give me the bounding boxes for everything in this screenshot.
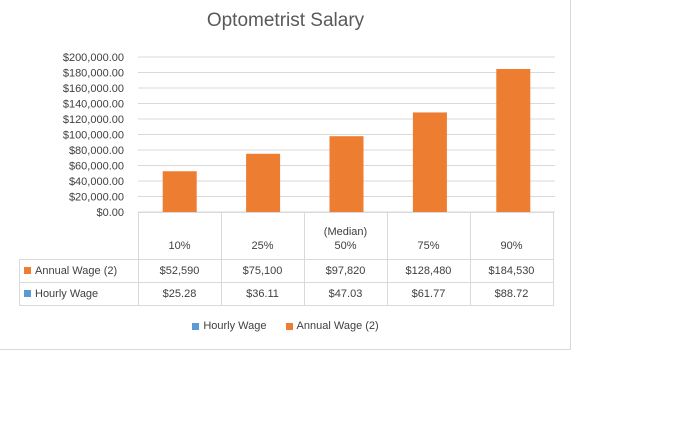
series-name: Annual Wage (2) [35, 264, 118, 277]
series-name: Hourly Wage [35, 287, 99, 300]
table-cell: $61.77 [386, 281, 471, 306]
y-tick-label: $60,000.00 [69, 161, 124, 173]
category-cell: 25% [220, 212, 305, 260]
legend: Hourly Wage Annual Wage (2) [0, 320, 571, 332]
category-row: 10% 25% (Median) 50% 75% 90% [19, 212, 554, 260]
category-cell: (Median) 50% [303, 212, 388, 260]
y-tick-label: $120,000.00 [63, 114, 124, 126]
category-cell: 10% [137, 212, 222, 260]
legend-label: Annual Wage (2) [296, 320, 379, 332]
table-row: Annual Wage (2) $52,590 $75,100 $97,820 … [19, 258, 554, 283]
y-tick-label: $180,000.00 [63, 68, 124, 80]
legend-item: Annual Wage (2) [285, 320, 379, 332]
table-cell: $184,530 [469, 258, 554, 283]
bar [162, 171, 197, 212]
bar [496, 68, 531, 212]
y-tick-label: $100,000.00 [63, 130, 124, 142]
legend-label: Hourly Wage [203, 320, 267, 332]
series-swatch [24, 290, 31, 298]
y-tick-label: $200,000.00 [63, 52, 124, 64]
category-label: 75% [417, 239, 440, 252]
table-cell: $88.72 [469, 281, 554, 306]
table-corner [19, 212, 139, 260]
category-cell: 75% [386, 212, 471, 260]
y-tick-label: $140,000.00 [63, 99, 124, 111]
y-tick-label: $40,000.00 [69, 176, 124, 188]
legend-swatch [285, 322, 293, 330]
category-label: 50% [334, 239, 357, 252]
y-tick-label: $160,000.00 [63, 83, 124, 95]
category-cell: 90% [469, 212, 554, 260]
table-cell: $52,590 [137, 258, 222, 283]
series-swatch [24, 267, 31, 275]
category-label: 90% [500, 239, 523, 252]
category-label: 25% [251, 239, 274, 252]
data-table: 10% 25% (Median) 50% 75% 90% Annual Wage… [19, 212, 554, 306]
legend-item: Hourly Wage [192, 320, 266, 332]
chart-title: Optometrist Salary [206, 10, 365, 31]
plot-area: $0.00$20,000.00$40,000.00$60,000.00$80,0… [63, 52, 555, 219]
table-cell: $25.28 [137, 281, 222, 306]
category-label: 10% [168, 239, 191, 252]
y-tick-label: $80,000.00 [69, 145, 124, 157]
table-cell: $128,480 [386, 258, 471, 283]
y-tick-label: $20,000.00 [69, 192, 124, 204]
bar [246, 153, 281, 212]
table-cell: $36.11 [220, 281, 305, 306]
chart-area: Optometrist Salary $0.00 $20,000.00 $40,00… [0, 0, 571, 350]
table-cell: $75,100 [220, 258, 305, 283]
table-row: Hourly Wage $25.28 $36.11 $47.03 $61.77 … [19, 281, 554, 306]
bar [412, 112, 447, 212]
table-cell: $97,820 [303, 258, 388, 283]
series-row-header: Hourly Wage [19, 281, 139, 306]
bar [329, 136, 364, 212]
legend-swatch [192, 322, 200, 330]
category-note: (Median) [323, 225, 368, 238]
series-row-header: Annual Wage (2) [19, 258, 139, 283]
table-cell: $47.03 [303, 281, 388, 306]
